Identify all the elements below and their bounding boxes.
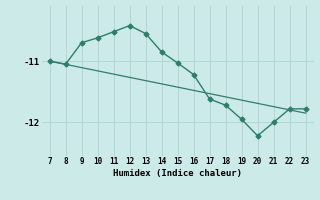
X-axis label: Humidex (Indice chaleur): Humidex (Indice chaleur) [113, 169, 242, 178]
